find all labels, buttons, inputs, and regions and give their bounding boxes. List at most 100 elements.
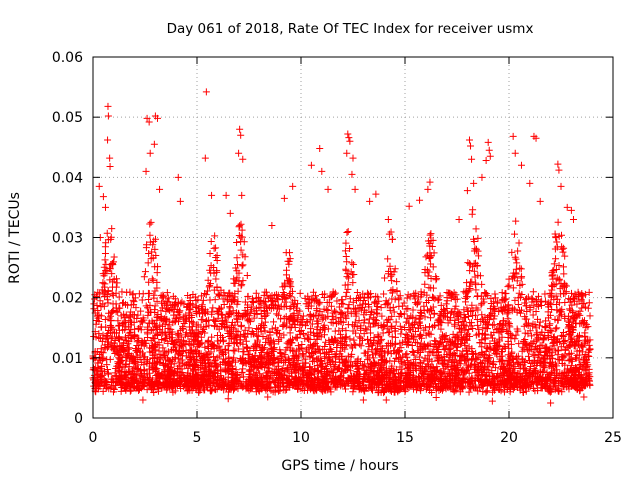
data-cloud-point: [230, 335, 238, 343]
data-cloud-point: [137, 307, 145, 315]
data-cloud-point: [586, 312, 594, 320]
data-cloud-point: [154, 380, 162, 388]
data-cloud-point: [228, 370, 236, 378]
data-cloud-point: [103, 267, 111, 275]
data-cloud-point: [575, 336, 583, 344]
data-cloud-point: [101, 249, 109, 257]
data-cloud-point: [444, 370, 452, 378]
data-cloud-point: [433, 363, 441, 371]
data-cloud-point: [257, 353, 265, 361]
data-cloud-point: [369, 354, 377, 362]
data-cloud-point: [416, 314, 424, 322]
data-cloud-point: [113, 279, 121, 287]
data-cloud-point: [245, 324, 253, 332]
data-cloud-point: [273, 310, 281, 318]
data-cloud-point: [390, 308, 398, 316]
data-cloud-point: [475, 252, 483, 260]
data-cloud-point: [414, 324, 422, 332]
data-cloud-point: [129, 369, 137, 377]
data-cloud-point: [410, 290, 418, 298]
data-cloud-point: [145, 295, 153, 303]
data-cloud-point: [234, 379, 242, 387]
data-cloud-point: [468, 345, 476, 353]
data-cloud-point: [253, 331, 261, 339]
data-cloud-point: [478, 343, 486, 351]
data-cloud-point: [329, 309, 337, 317]
data-cloud-point: [103, 229, 111, 237]
data-cloud-point: [559, 332, 567, 340]
data-cloud-point: [338, 353, 346, 361]
data-cloud-point: [484, 345, 492, 353]
data-cloud-point: [429, 303, 437, 311]
data-cloud-point: [299, 312, 307, 320]
data-cloud-point: [143, 374, 151, 382]
data-cloud-point: [549, 383, 557, 391]
data-cloud-point: [485, 379, 493, 387]
data-cloud-point: [150, 294, 158, 302]
data-cloud-point: [183, 361, 191, 369]
data-cloud-point: [504, 301, 512, 309]
data-cloud-point: [398, 326, 406, 334]
data-cloud-point: [111, 371, 119, 379]
data-cloud-point: [375, 388, 383, 396]
data-cloud-point: [186, 386, 194, 394]
data-cloud-point: [349, 260, 357, 268]
data-cloud-point: [355, 373, 363, 381]
data-cloud-point: [361, 360, 369, 368]
data-cloud-point: [477, 301, 485, 309]
data-cloud-point: [291, 320, 299, 328]
data-cloud-point: [553, 324, 561, 332]
data-cloud-point: [261, 327, 269, 335]
data-cloud-point: [519, 361, 527, 369]
data-cloud-point: [342, 378, 350, 386]
data-cloud-point: [550, 367, 558, 375]
data-cloud-point: [147, 218, 155, 226]
data-cloud-point: [510, 382, 518, 390]
data-cloud-point: [468, 278, 476, 286]
data-cloud-point: [299, 350, 307, 358]
data-cloud-point: [427, 230, 435, 238]
data-cloud-point: [290, 354, 298, 362]
data-cloud-point: [560, 244, 568, 252]
data-cloud-point: [342, 385, 350, 393]
data-cloud-point: [110, 384, 118, 392]
data-cloud-point: [498, 307, 506, 315]
data-cloud-point: [309, 288, 317, 296]
data-cloud-point: [406, 293, 414, 301]
data-cloud-point: [308, 345, 316, 353]
data-cloud-point: [572, 320, 580, 328]
data-cloud-point: [233, 316, 241, 324]
data-cloud-point: [336, 347, 344, 355]
data-cloud-point: [279, 283, 287, 291]
data-cloud-point: [197, 316, 205, 324]
data-cloud-point: [108, 290, 116, 298]
data-cloud-point: [274, 311, 282, 319]
data-cloud-point: [333, 297, 341, 305]
data-cloud-point: [465, 388, 473, 396]
data-cloud-point: [462, 347, 470, 355]
data-cloud-point: [304, 300, 312, 308]
data-cloud-point: [378, 335, 386, 343]
data-cloud-point: [386, 386, 394, 394]
data-cloud-point: [535, 302, 543, 310]
data-cloud-point: [270, 356, 278, 364]
data-cloud-point: [490, 306, 498, 314]
data-cloud-point: [522, 387, 530, 395]
data-cloud-point: [442, 363, 450, 371]
data-cloud-point: [287, 283, 295, 291]
data-cloud-point: [299, 359, 307, 367]
data-cloud-point: [529, 322, 537, 330]
data-cloud-point: [357, 324, 365, 332]
data-cloud-point: [475, 330, 483, 338]
data-cloud-point: [496, 358, 504, 366]
data-cloud-point: [424, 341, 432, 349]
data-cloud-point: [355, 365, 363, 373]
data-cloud-point: [267, 305, 275, 313]
data-cloud-point: [400, 299, 408, 307]
data-cloud-point: [355, 386, 363, 394]
data-cloud-point: [104, 369, 112, 377]
data-cloud-point: [363, 369, 371, 377]
data-cloud-point: [567, 335, 575, 343]
data-cloud-point: [565, 350, 573, 358]
data-cloud-point: [498, 377, 506, 385]
